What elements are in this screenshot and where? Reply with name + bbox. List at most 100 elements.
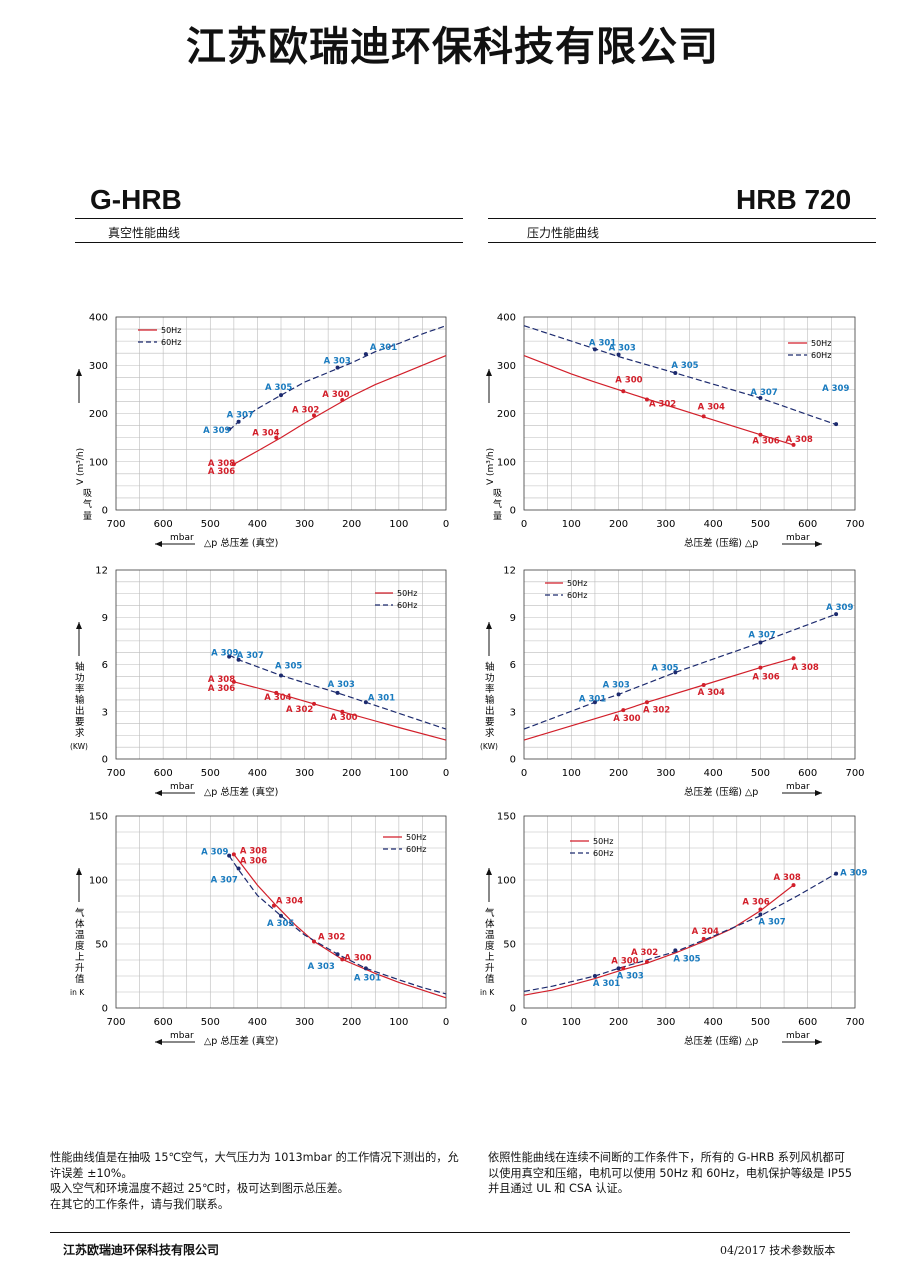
data-point [236,419,241,424]
point-label: A 300 [611,956,638,966]
note-line: 吸入空气和环境温度不超过 25℃时，极可达到图示总压差。 [50,1182,349,1195]
y-axis-label-char: 轴 [485,661,495,673]
y-tick-label: 100 [89,457,108,468]
plot-frame [523,316,856,511]
y-axis-label-char: 气 [83,498,92,510]
y-tick-label: 200 [89,409,108,420]
y-tick-label: 12 [95,566,108,577]
arrow-up-icon [76,622,82,629]
x-tick-label: 500 [751,519,770,530]
data-point [279,913,283,918]
data-point [227,426,232,431]
arrow-right-icon [815,790,822,796]
y-tick-label: 300 [497,361,516,372]
y-tick-label: 0 [102,1004,108,1015]
plot-frame [115,815,447,1009]
data-point [701,936,706,941]
left-header-rule [75,218,463,219]
y-axis-label-char: 温 [485,930,495,941]
note-line: 性能曲线值是在抽吸 15℃空气，大气压力为 1013mbar 的工作情况下测出的… [50,1151,459,1164]
mbar-label: mbar [786,1031,810,1041]
data-point [340,397,345,402]
x-tick-label: 600 [798,519,817,530]
x-tick-label: 400 [248,768,267,779]
y-axis-label-char: 量 [83,511,92,522]
legend-label: 50Hz [406,833,426,842]
x-tick-label: 600 [798,1017,817,1028]
y-tick-label: 300 [89,361,108,372]
x-tick-label: 100 [389,519,408,530]
legend-label: 60Hz [567,591,587,600]
x-tick-label: 600 [154,1017,173,1028]
y-axis-label-char: 输 [485,694,495,706]
y-axis-label-char: 率 [75,683,85,695]
data-point [758,907,763,912]
point-label: A 308 [792,663,819,673]
point-label: A 300 [615,375,642,385]
data-point [758,640,763,645]
data-point [673,670,678,675]
y-axis-label-char: 出 [75,705,85,717]
mbar-label: mbar [170,1031,194,1041]
right-section-rule [488,242,876,243]
point-label: A 305 [671,361,698,371]
data-point [592,347,597,352]
legend-label: 60Hz [593,849,613,858]
data-point [834,422,839,427]
note-line: 并且通过 UL 和 CSA 认证。 [488,1182,629,1195]
y-axis-unit: in K [70,988,85,997]
x-tick-label: 300 [295,519,314,530]
pressure-notes: 依照性能曲线在连续不间断的工作条件下，所有的 G-HRB 系列风机都可 以使用真… [488,1150,888,1197]
data-point [644,959,649,964]
series-line-60Hz [523,613,837,730]
point-label: A 302 [318,932,345,942]
point-label: A 307 [750,388,777,398]
data-point [236,657,241,662]
note-line: 以使用真空和压缩，电机可以使用 50Hz 和 60Hz，电机保护等级是 IP55 [488,1166,853,1180]
x-tick-label: 200 [342,1017,361,1028]
plot-frame [115,569,447,760]
point-label: A 300 [322,390,349,400]
y-tick-label: 3 [102,707,108,718]
x-axis-label: △p 总压差 (真空) [204,1035,278,1047]
point-label: A 302 [649,400,676,410]
data-point [312,939,316,944]
point-label: A 309 [211,649,238,659]
series-line-50Hz [523,355,794,446]
y-axis-label-char: 值 [75,973,85,985]
legend-label: 50Hz [593,837,613,846]
x-tick-label: 100 [389,1017,408,1028]
data-point [231,852,236,857]
legend-label: 50Hz [161,326,181,335]
point-label: A 308 [208,675,235,685]
point-label: A 309 [201,848,228,858]
x-tick-label: 200 [342,519,361,530]
series-line-50Hz [233,854,447,999]
data-point [621,389,626,394]
point-label: A 308 [774,873,801,883]
mbar-label: mbar [786,533,810,543]
x-tick-label: 300 [656,1017,675,1028]
x-tick-label: 0 [521,1017,527,1028]
point-label: A 304 [264,693,291,703]
y-axis-label-char: 气 [485,907,495,919]
y-tick-label: 50 [95,940,108,951]
series-line-60Hz [228,855,447,995]
data-point [673,948,678,953]
arrow-right-icon [815,1039,822,1045]
chart-pre-flow: 0 100 200 300 400 500 600 700 0 100 200 300 400 总压差 (… [486,313,865,549]
x-tick-label: 100 [562,1017,581,1028]
data-point [644,397,649,402]
point-label: A 309 [203,426,230,436]
point-label: A 309 [826,603,853,613]
y-tick-label: 150 [497,812,516,823]
y-tick-label: 100 [497,457,516,468]
data-point [236,866,241,871]
y-axis-label: V (m³/h) [486,448,496,485]
x-tick-label: 200 [609,1017,628,1028]
data-point [644,700,649,705]
y-axis-label-char: 吸 [493,488,502,499]
point-label: A 303 [617,971,644,981]
data-point [279,393,283,398]
